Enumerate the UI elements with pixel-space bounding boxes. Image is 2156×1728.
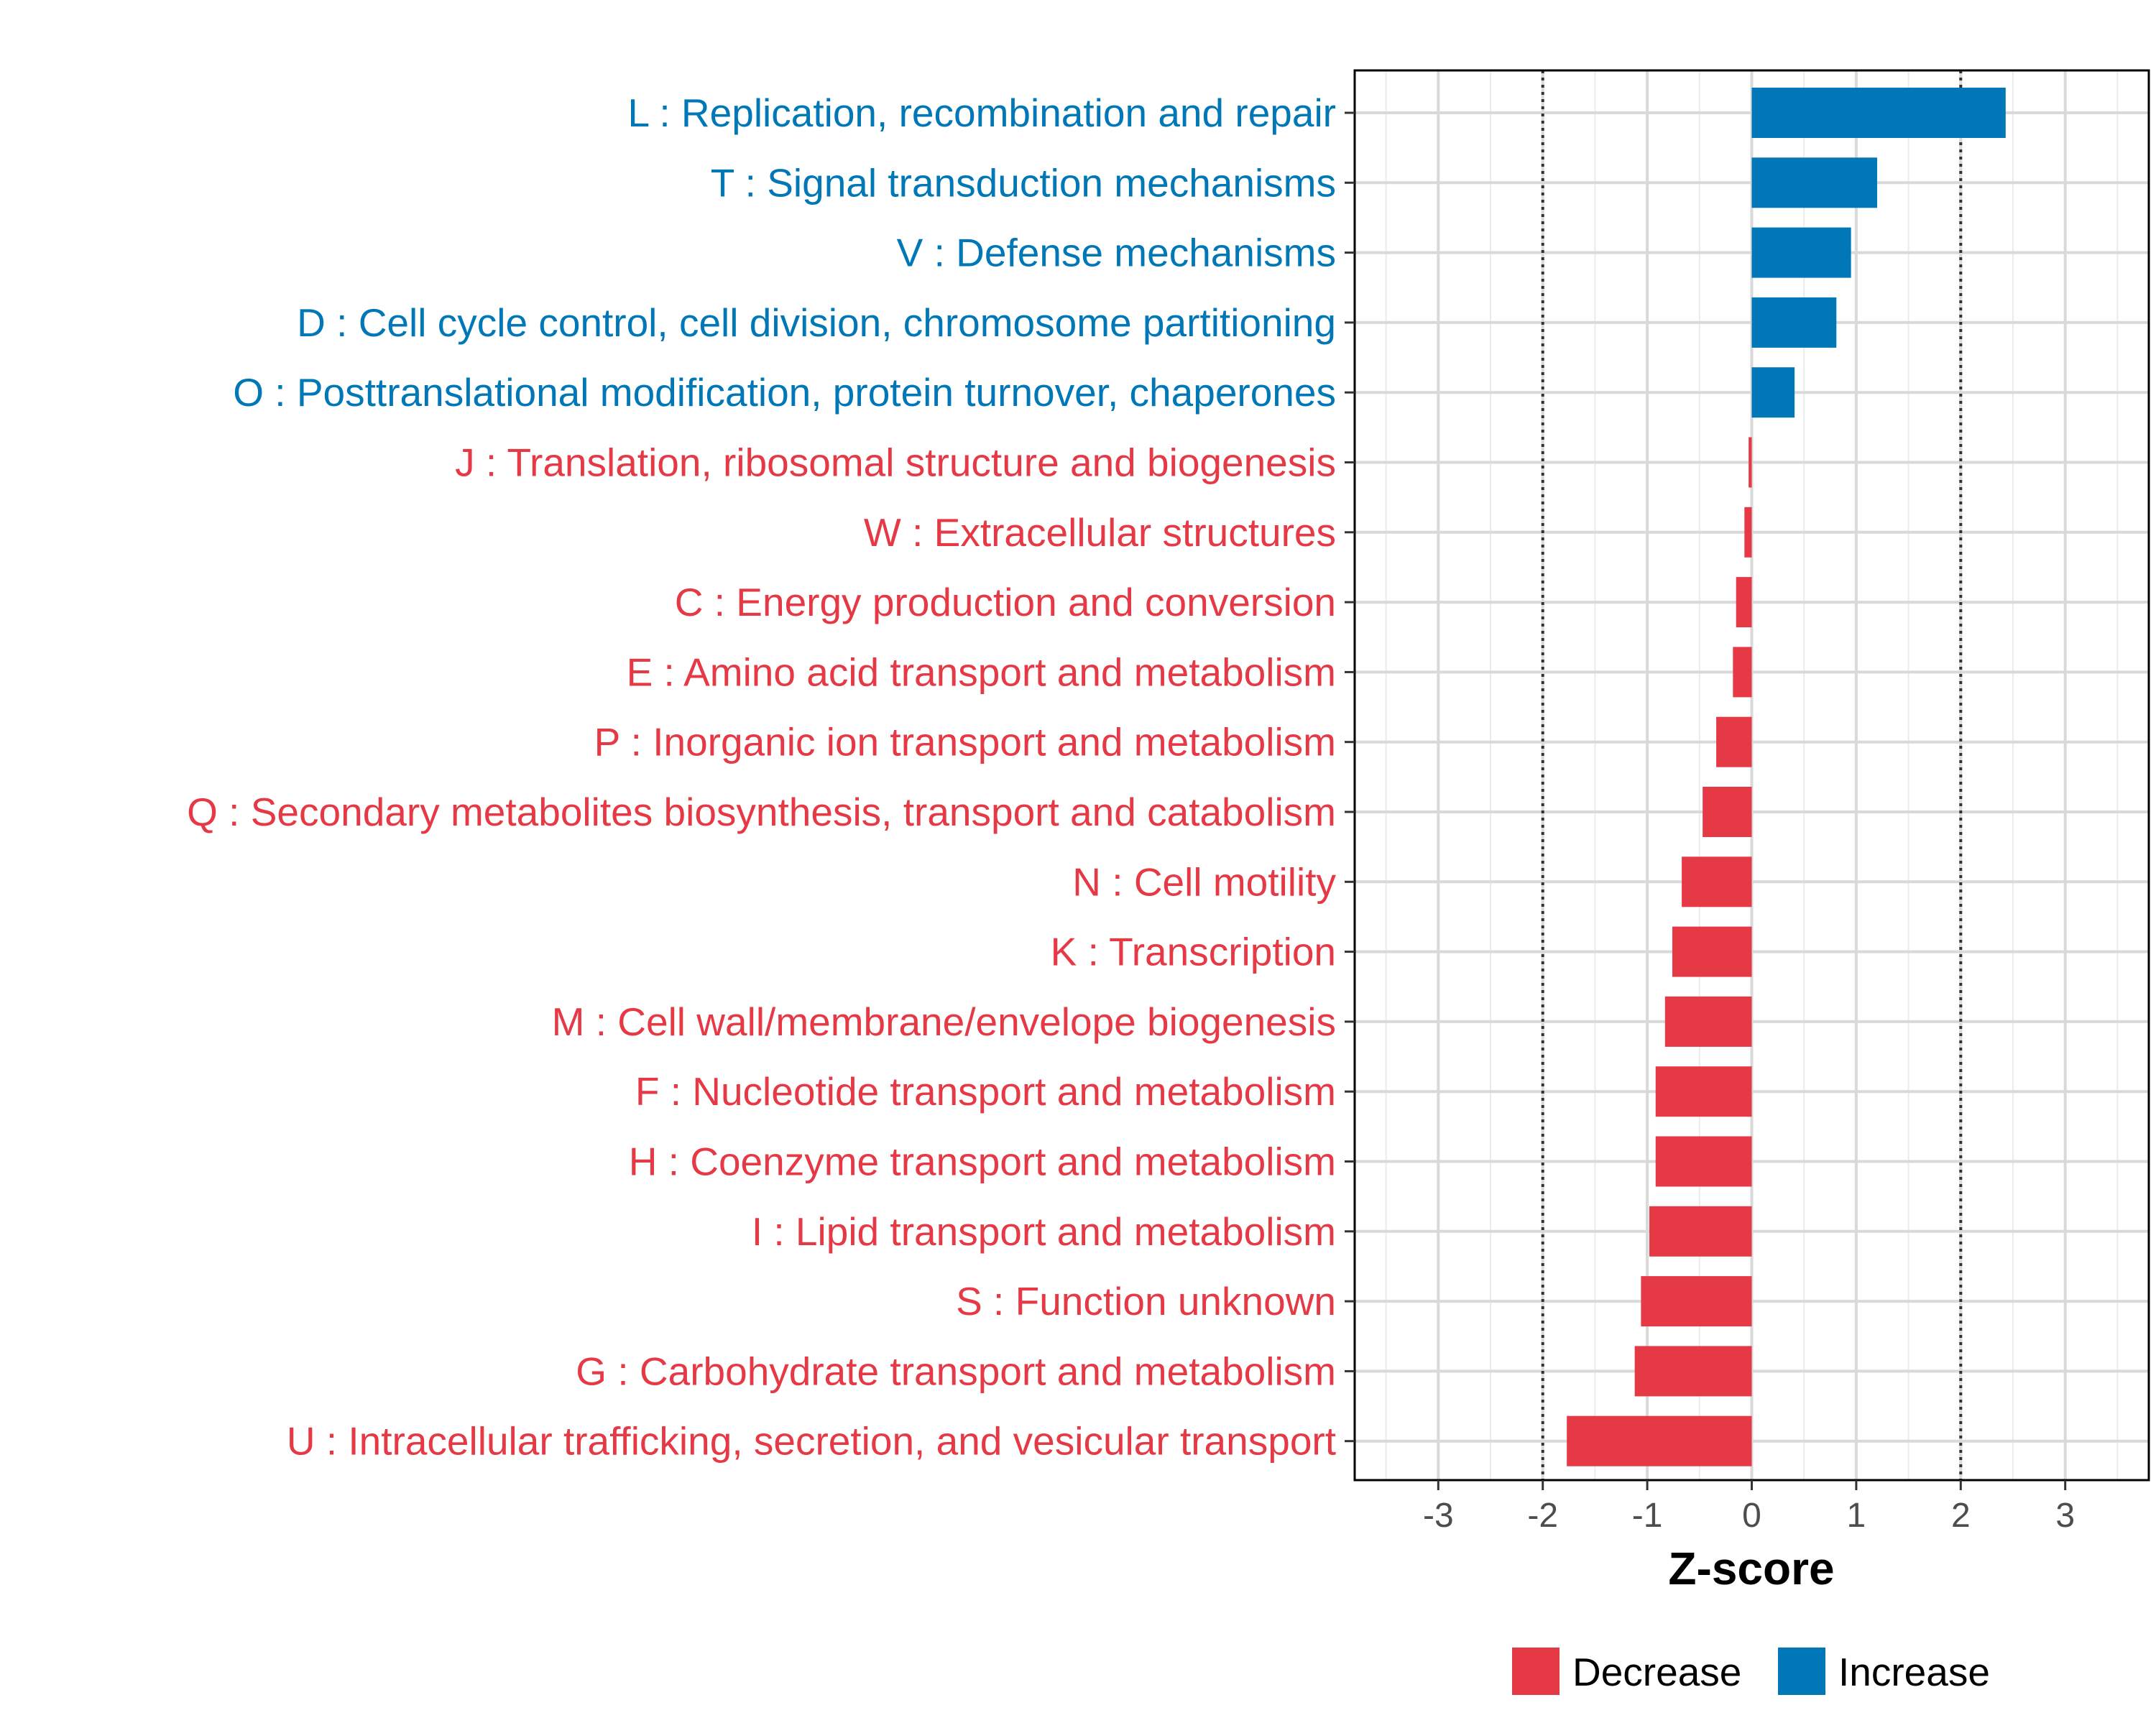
x-tick-label: 2 (1951, 1497, 1971, 1535)
bar (1751, 157, 1877, 208)
x-tick-label: -1 (1632, 1497, 1663, 1535)
category-label: Q : Secondary metabolites biosynthesis, … (187, 790, 1336, 834)
x-tick-label: -3 (1423, 1497, 1454, 1535)
bar (1664, 996, 1752, 1047)
category-label: V : Defense mechanisms (897, 231, 1336, 275)
bar (1751, 297, 1837, 348)
bar (1751, 367, 1795, 418)
category-label: H : Coenzyme transport and metabolism (629, 1140, 1336, 1184)
bar (1733, 647, 1752, 698)
bar (1751, 88, 2006, 138)
bar (1682, 856, 1752, 907)
bar (1749, 437, 1752, 488)
x-tick-label: 1 (1847, 1497, 1866, 1535)
category-label: F : Nucleotide transport and metabolism (635, 1069, 1336, 1114)
bar (1716, 716, 1752, 767)
bar (1744, 507, 1752, 558)
category-label: C : Energy production and conversion (675, 580, 1336, 624)
x-axis: -3 -2 -1 0 1 2 3 (1423, 1480, 2075, 1535)
category-label: M : Cell wall/membrane/envelope biogenes… (552, 999, 1336, 1044)
bar (1751, 227, 1851, 278)
category-label: T : Signal transduction mechanisms (711, 160, 1336, 205)
legend-label: Decrease (1572, 1650, 1741, 1694)
category-label: I : Lipid transport and metabolism (752, 1209, 1336, 1254)
bar (1634, 1346, 1752, 1397)
category-label: L : Replication, recombination and repai… (628, 91, 1336, 135)
bar (1672, 926, 1752, 977)
category-label: S : Function unknown (956, 1279, 1336, 1323)
bar (1655, 1136, 1752, 1187)
x-tick-label: 3 (2055, 1497, 2075, 1535)
category-label: J : Translation, ribosomal structure and… (455, 440, 1336, 485)
category-label: E : Amino acid transport and metabolism (627, 650, 1336, 694)
x-tick-label: 0 (1742, 1497, 1761, 1535)
x-tick-label: -2 (1527, 1497, 1558, 1535)
category-axis: L : Replication, recombination and repai… (187, 91, 1355, 1464)
reference-lines (1541, 70, 1963, 1480)
category-label: K : Transcription (1051, 930, 1336, 974)
bar (1703, 787, 1752, 837)
legend-swatch (1778, 1648, 1825, 1695)
category-label: G : Carbohydrate transport and metabolis… (576, 1349, 1336, 1393)
x-axis-title: Z-score (1668, 1543, 1834, 1594)
legend-label: Increase (1838, 1650, 1990, 1694)
category-label: P : Inorganic ion transport and metaboli… (594, 720, 1336, 764)
bar (1567, 1415, 1752, 1466)
category-label: N : Cell motility (1072, 859, 1336, 904)
bar (1649, 1206, 1752, 1257)
category-label: U : Intracellular trafficking, secretion… (287, 1419, 1336, 1464)
legend-swatch (1512, 1648, 1560, 1695)
legend: Decrease Increase (1512, 1648, 1990, 1695)
bar (1736, 577, 1752, 628)
bars (1567, 88, 2006, 1466)
category-label: O : Posttranslational modification, prot… (233, 370, 1336, 415)
category-label: D : Cell cycle control, cell division, c… (297, 300, 1336, 345)
bar (1655, 1066, 1752, 1117)
bar (1641, 1276, 1752, 1327)
category-label: W : Extracellular structures (864, 510, 1336, 555)
